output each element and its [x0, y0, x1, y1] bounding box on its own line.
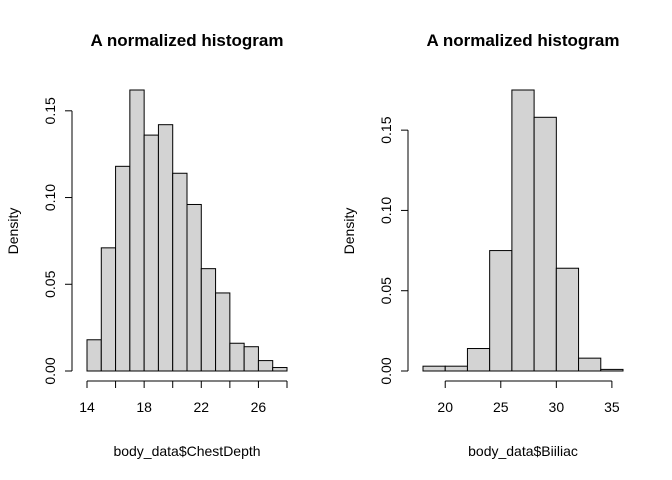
histogram-bar [157, 124, 174, 372]
x-axis-label: body_data$Biiliac [468, 443, 578, 459]
histogram-bar [115, 165, 131, 372]
histogram-bar [578, 357, 602, 372]
y-tick-label: 0.00 [378, 357, 394, 384]
histogram-bars [86, 89, 288, 372]
x-tick-label: 20 [437, 399, 453, 415]
histogram-bar [272, 367, 288, 372]
y-tick-label: 0.00 [42, 357, 58, 384]
x-tick-label: 22 [193, 399, 209, 415]
histogram-bar [86, 339, 102, 372]
y-tick-label: 0.10 [42, 184, 58, 211]
y-axis: 0.00 0.05 0.10 0.15 [42, 97, 73, 385]
histogram-bar [511, 89, 535, 372]
histogram-bar [172, 172, 188, 372]
histogram-bars [422, 89, 624, 372]
y-tick-label: 0.05 [378, 277, 394, 304]
y-axis: 0.00 0.05 0.10 0.15 [378, 116, 409, 385]
histogram-panel-chest-depth: A normalized histogram body_data$ChestDe… [5, 31, 288, 459]
histogram-bar [100, 247, 117, 372]
histogram-bar [215, 292, 231, 372]
y-tick-label: 0.15 [378, 116, 394, 143]
x-tick-label: 26 [251, 399, 267, 415]
x-tick-label: 25 [493, 399, 509, 415]
y-tick-label: 0.15 [42, 97, 58, 124]
histogram-bar [600, 368, 624, 372]
x-axis: 14 18 22 26 [79, 380, 288, 415]
histogram-bar [129, 89, 145, 372]
y-tick-label: 0.05 [42, 270, 58, 297]
histogram-bar [444, 365, 468, 372]
histogram-bar [466, 348, 491, 372]
histogram-bar [200, 268, 217, 372]
histogram-bar [533, 116, 557, 372]
y-axis-label: Density [5, 208, 21, 255]
histogram-bar [243, 346, 259, 372]
histogram-bar [489, 250, 513, 372]
y-tick-label: 0.10 [378, 197, 394, 224]
histogram-bar [422, 365, 446, 372]
histogram-panel-biiliac: A normalized histogram body_data$Biiliac… [341, 31, 624, 459]
x-tick-label: 35 [604, 399, 620, 415]
x-tick-label: 18 [136, 399, 152, 415]
histogram-bar [555, 267, 580, 372]
histogram-bar [186, 203, 202, 372]
x-tick-label: 30 [549, 399, 565, 415]
y-axis-label: Density [341, 208, 357, 255]
histogram-bar [257, 360, 274, 372]
chart-title: A normalized histogram [90, 31, 283, 50]
histogram-bar [143, 134, 159, 372]
histogram-bar [229, 342, 245, 372]
x-axis: 20 25 30 35 [437, 380, 620, 415]
chart-title: A normalized histogram [426, 31, 619, 50]
x-tick-label: 14 [79, 399, 95, 415]
x-axis-label: body_data$ChestDepth [113, 443, 260, 459]
